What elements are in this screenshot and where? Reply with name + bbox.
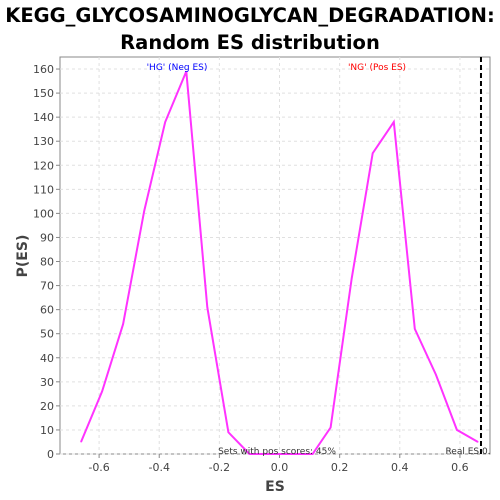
y-tick-label: 110: [33, 183, 54, 196]
es-data-point: [227, 431, 229, 433]
chart-title-line2: Random ES distribution: [120, 31, 380, 54]
es-data-point: [291, 453, 292, 455]
y-tick-label: 90: [40, 231, 54, 244]
chart-title: KEGG_GLYCOSAMINOGLYCAN_DEGRADATION: Rand…: [0, 2, 500, 56]
x-tick-label: 0.0: [271, 461, 289, 474]
es-data-point: [330, 427, 332, 428]
es-data-point: [143, 210, 145, 212]
es-data-point: [414, 328, 416, 330]
plot-area: [59, 56, 491, 455]
y-tick-label: 120: [33, 159, 54, 172]
x-tick-label: 0.2: [331, 461, 349, 474]
series-layer: [80, 70, 479, 455]
y-tick-label: 30: [40, 376, 54, 389]
es-data-point: [122, 323, 124, 325]
grid-lines: [60, 57, 490, 455]
y-tick-label: 70: [40, 280, 54, 293]
es-data-point: [270, 453, 271, 455]
neg-es-annotation: 'HG' (Neg ES): [147, 63, 208, 73]
x-tick-label: -0.4: [148, 461, 169, 474]
x-tick-label: -0.6: [88, 461, 109, 474]
es-data-point: [435, 374, 437, 376]
es-data-point: [101, 390, 103, 392]
es-data-point: [312, 453, 314, 455]
y-tick-label: 100: [33, 207, 54, 220]
y-tick-label: 130: [33, 135, 54, 148]
chart-title-line1: KEGG_GLYCOSAMINOGLYCAN_DEGRADATION:: [5, 4, 495, 27]
y-tick-label: 160: [33, 63, 54, 76]
y-axis-title: P(ES): [15, 235, 31, 278]
es-data-point: [393, 121, 395, 123]
x-tick-label: -0.2: [209, 461, 230, 474]
y-tick-label: 20: [40, 400, 54, 413]
y-tick-label: 80: [40, 256, 54, 269]
es-data-point: [164, 121, 166, 123]
pos-es-annotation: 'NG' (Pos ES): [348, 63, 406, 73]
y-tick-label: 10: [40, 424, 54, 437]
y-tick-label: 50: [40, 328, 54, 341]
x-tick-label: 0.6: [451, 461, 469, 474]
pos-scores-annotation: Sets with pos scores: 45%: [218, 447, 336, 457]
x-tick-label: 0.4: [391, 461, 409, 474]
es-data-point: [206, 306, 208, 308]
es-data-point: [372, 152, 374, 154]
es-data-point: [80, 441, 82, 443]
es-data-point: [185, 70, 187, 72]
y-tick-label: 140: [33, 111, 54, 124]
es-data-point: [248, 453, 250, 455]
y-tick-label: 0: [47, 448, 54, 461]
es-distribution-line: [80, 71, 479, 455]
es-data-point: [456, 429, 458, 431]
axis-ticks: -0.6 -0.4 -0.2 0.0 0.2 0.4 0.6 0 10 20 30 40 50 60 70 8…: [33, 63, 469, 474]
y-tick-label: 40: [40, 352, 54, 365]
es-data-point: [351, 277, 353, 279]
y-tick-label: 150: [33, 87, 54, 100]
x-axis-title: ES: [265, 479, 285, 495]
es-data-point: [477, 441, 479, 443]
y-tick-label: 60: [40, 304, 54, 317]
real-es-annotation: Real ES 0.: [445, 447, 490, 457]
